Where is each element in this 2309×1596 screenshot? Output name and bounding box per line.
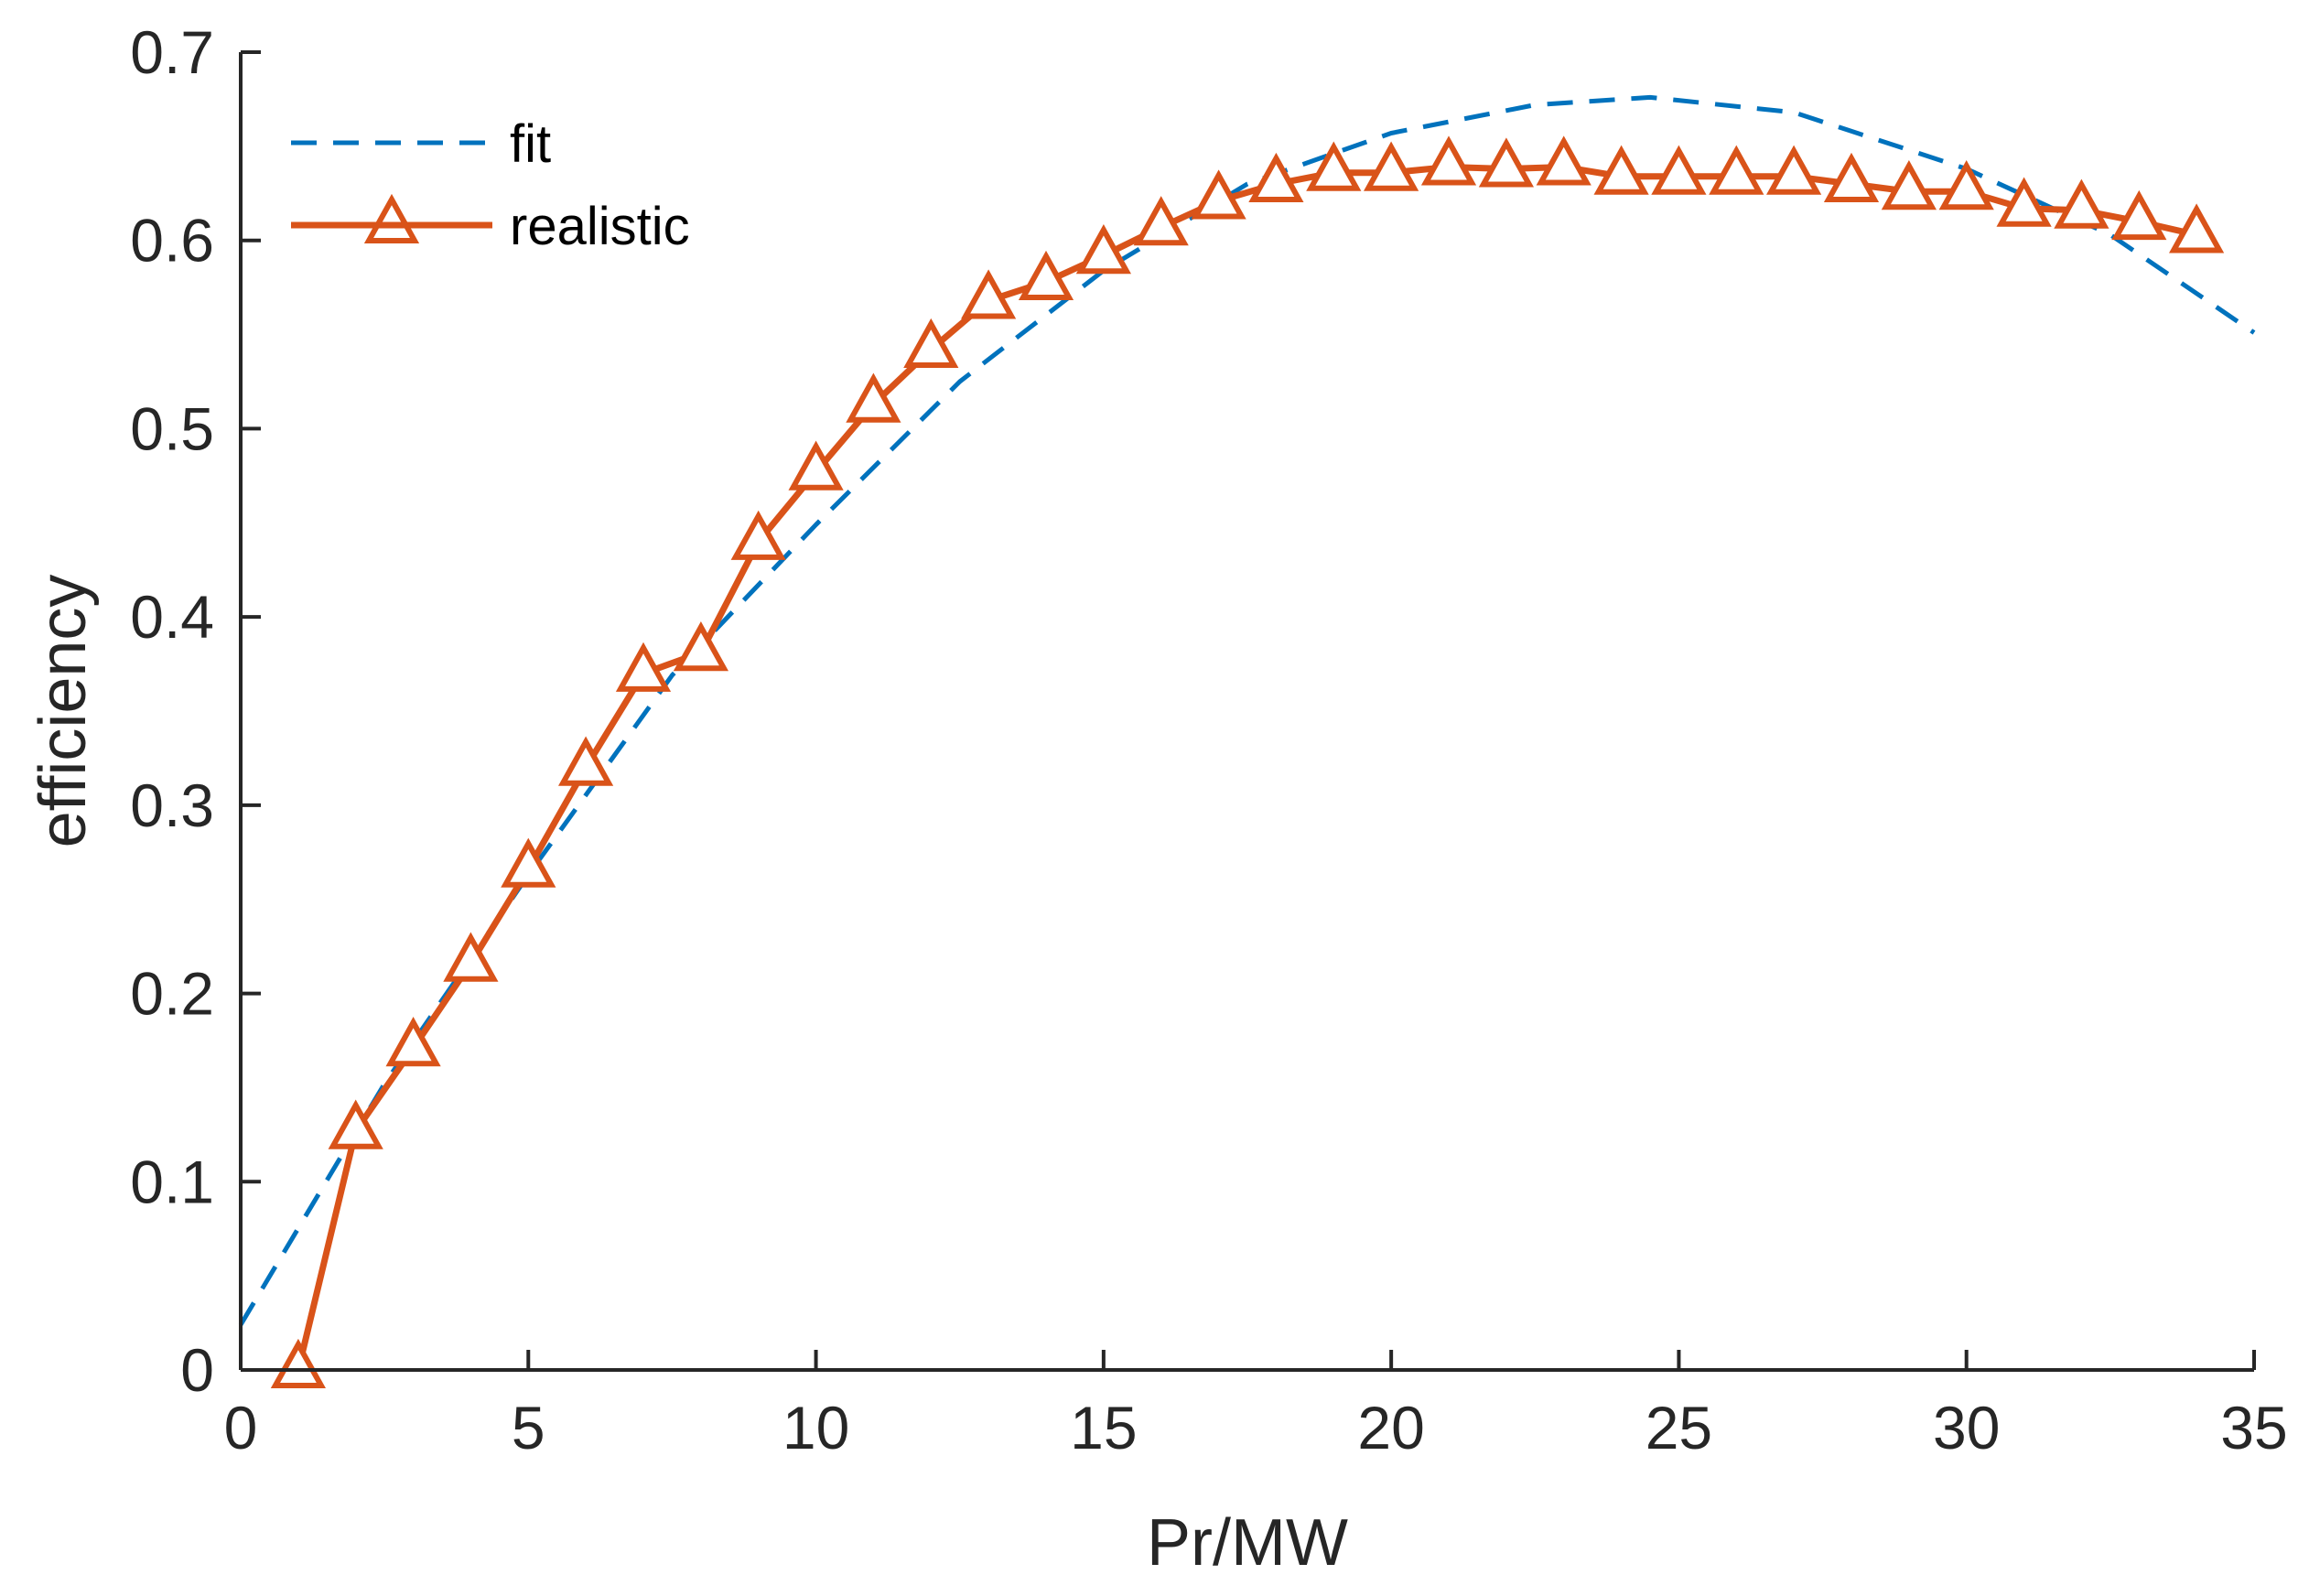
series-realistic-marker (2169, 203, 2225, 253)
series-realistic-marker (270, 1338, 326, 1388)
series-realistic-marker (1018, 250, 1074, 300)
series-realistic-marker (788, 440, 844, 491)
y-ticks: 0 0.1 0.2 0.3 0.4 0.5 0.6 0.7 (130, 18, 261, 1404)
series-realistic-marker (1766, 145, 1822, 195)
x-tick-label: 35 (2220, 1394, 2287, 1461)
y-tick-label: 0.4 (130, 583, 214, 651)
series-realistic-marker (673, 621, 728, 672)
x-ticks: 0 5 10 15 20 25 30 35 (224, 1350, 2288, 1461)
series-realistic-marker (730, 510, 786, 560)
y-tick-label: 0.3 (130, 771, 214, 839)
series-realistic-marker (1536, 135, 1591, 186)
x-tick-label: 5 (512, 1394, 545, 1461)
series-realistic-marker (1364, 141, 1419, 191)
legend-fit-label: fit (510, 114, 551, 174)
y-tick-label: 0.6 (130, 207, 214, 275)
series-realistic-marker (328, 1099, 383, 1149)
y-tick-label: 0.5 (130, 394, 214, 462)
series-realistic-marker (1593, 145, 1649, 195)
series-realistic-marker (1996, 177, 2052, 227)
series-realistic-marker (1478, 137, 1534, 188)
series-realistic-marker (1248, 152, 1304, 202)
series-realistic-marker (615, 642, 672, 692)
series-realistic-marker (2111, 189, 2167, 241)
series-realistic-marker (1191, 169, 1246, 220)
series-realistic-marker (1823, 152, 1880, 202)
y-axis-title: efficiency (27, 575, 100, 848)
series-realistic-marker (1881, 160, 1937, 210)
series-realistic-marker (1075, 224, 1131, 275)
x-tick-label: 10 (782, 1394, 849, 1461)
series-realistic-marker (385, 1017, 441, 1067)
y-tick-label: 0.1 (130, 1148, 214, 1215)
series-realistic-marker (501, 837, 556, 888)
series-layer (238, 94, 2256, 1388)
series-realistic-marker (903, 318, 959, 368)
series-realistic-marker (961, 269, 1017, 319)
series-realistic-marker (443, 932, 499, 982)
series-realistic-marker (1709, 145, 1764, 195)
series-realistic-marker (1651, 145, 1707, 195)
y-tick-label: 0.2 (130, 960, 214, 1028)
y-tick-label: 0 (180, 1336, 214, 1404)
series-realistic-marker (1420, 135, 1477, 186)
x-tick-label: 30 (1933, 1394, 2000, 1461)
legend-realistic-label: realistic (510, 197, 690, 256)
series-fit-line (238, 94, 2256, 1326)
x-tick-label: 20 (1357, 1394, 1424, 1461)
x-tick-label: 0 (224, 1394, 258, 1461)
series-realistic-marker (1938, 160, 1994, 210)
legend-realistic-marker (363, 193, 420, 243)
series-realistic-marker (1306, 141, 1362, 191)
legend: fit realistic (291, 114, 690, 256)
series-realistic-marker (1133, 196, 1189, 246)
series-realistic-marker (2054, 178, 2109, 229)
series-realistic-line (295, 164, 2197, 1371)
series-realistic-marker (558, 736, 614, 786)
x-tick-label: 15 (1070, 1394, 1137, 1461)
y-tick-label: 0.7 (130, 18, 214, 86)
axes-layer (239, 52, 2254, 1372)
series-realistic-marker (846, 372, 901, 423)
x-axis-title: Pr/MW (1147, 1506, 1348, 1580)
x-tick-label: 25 (1645, 1394, 1712, 1461)
